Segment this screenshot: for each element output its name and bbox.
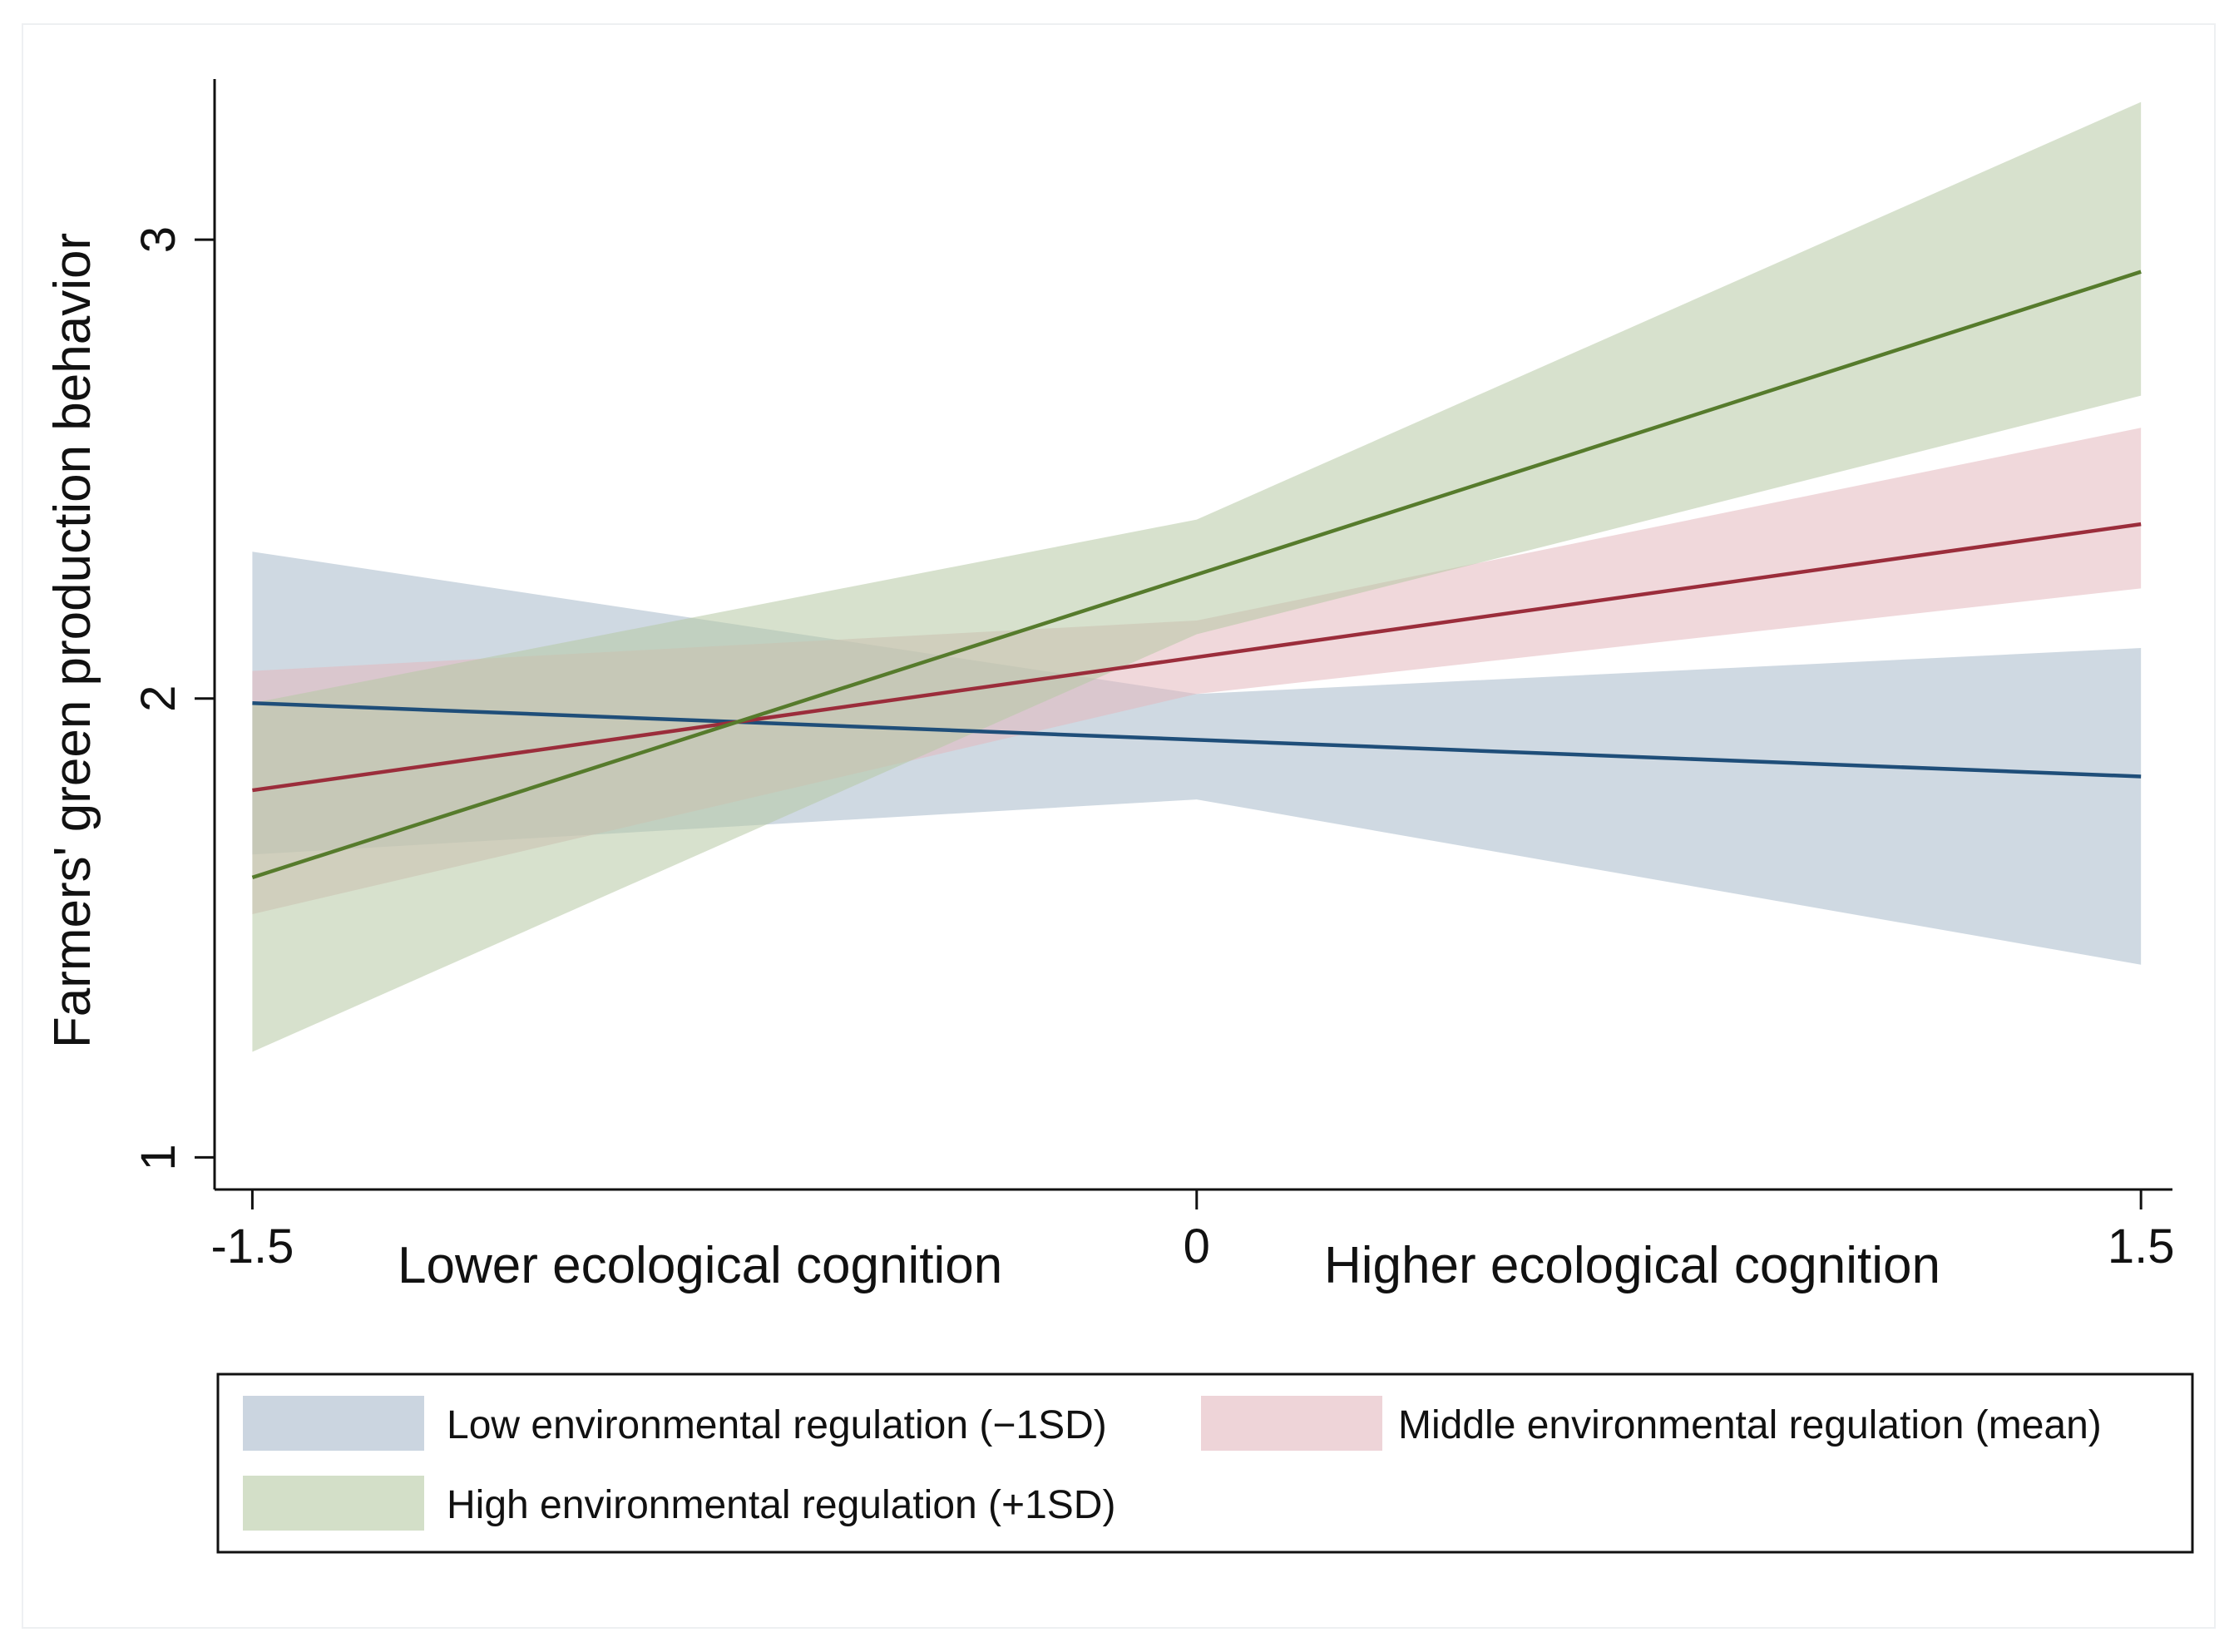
y-tick-label: 2 [131, 685, 185, 712]
y-axis-ticks: 1 2 3 [131, 226, 215, 1171]
fit-line-low [252, 700, 2142, 779]
x-annotation-higher: Higher ecological cognition [1324, 1237, 1940, 1294]
legend: Low environmental regulation (−1SD) Midd… [216, 1373, 2194, 1554]
x-axis-ticks: -1.5 0 1.5 [210, 1190, 2174, 1274]
confidence-bands [252, 101, 2142, 1052]
legend-label-low: Low environmental regulation (−1SD) [447, 1403, 1107, 1447]
legend-swatch-high [243, 1476, 424, 1531]
legend-swatch-low [243, 1396, 424, 1451]
y-tick-label: 1 [131, 1144, 185, 1170]
y-tick-label: 3 [131, 226, 185, 253]
x-annotation-lower: Lower ecological cognition [398, 1237, 1002, 1294]
legend-label-middle: Middle environmental regulation (mean) [1398, 1403, 2102, 1447]
x-tick-label: -1.5 [210, 1219, 294, 1274]
fitted-lines [251, 270, 2142, 880]
y-axis-label: Farmers' green production behavior [44, 233, 101, 1048]
legend-swatch-middle [1201, 1396, 1382, 1451]
legend-label-high: High environmental regulation (+1SD) [447, 1483, 1115, 1527]
fit-line-high [251, 270, 2142, 880]
fit-line-middle [252, 522, 2142, 793]
ci-band-high [252, 101, 2142, 1052]
x-tick-label: 0 [1184, 1219, 1210, 1274]
x-tick-label: 1.5 [2108, 1219, 2175, 1274]
